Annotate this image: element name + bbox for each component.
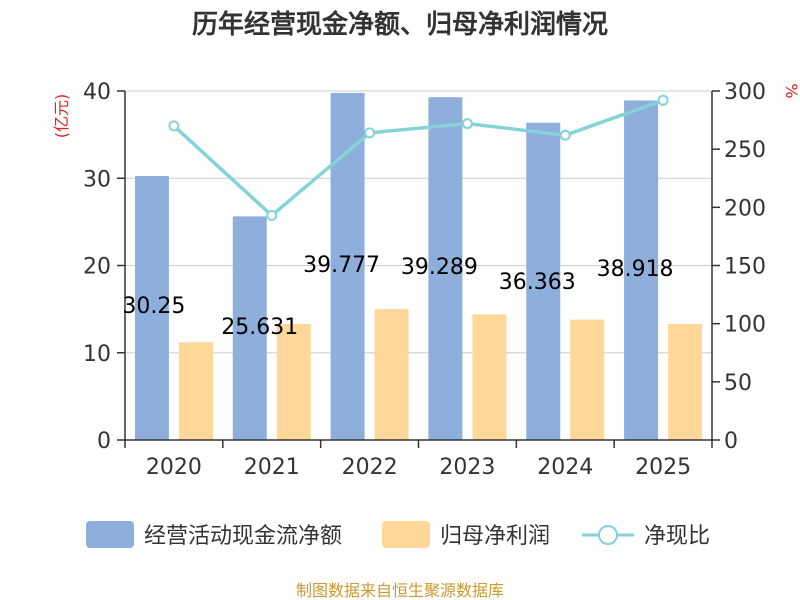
ratio-point [657,94,669,106]
cashflow-data-label: 36.363 [499,270,576,295]
bars [134,92,703,441]
y-left-tick-label: 20 [83,255,111,280]
y-right-tick-label: 150 [724,255,766,280]
cashflow-bar [428,97,463,440]
ratio-point [559,129,571,141]
ratio-point [364,127,376,139]
y-left-tick-label: 30 [83,167,111,192]
axes: 0 10 20 30 40 0 50 100 150 200 250 300 2020 2021 2022 2… [83,80,766,480]
profit-bar [570,319,605,440]
ratio-point [266,209,278,221]
profit-bar [472,314,507,440]
y-left-tick-label: 10 [83,342,111,367]
cashflow-bar [526,122,561,441]
y-right-axis-label: % [782,83,800,98]
y-right-tick-label: 50 [724,371,752,396]
legend-marker-ratio [598,525,618,545]
cashflow-bar [134,176,169,440]
legend-label-ratio: 净现比 [644,524,710,549]
profit-bar [178,342,213,440]
cashflow-bar [232,216,267,440]
cashflow-data-label: 39.777 [303,253,380,278]
ratio-series-line [172,98,664,218]
cashflow-data-label: 38.918 [597,257,674,282]
y-left-tick-label: 0 [97,429,111,454]
x-tick-label: 2025 [635,455,691,480]
ratio-line [168,94,669,221]
x-tick-label: 2023 [439,455,495,480]
y-left-axis-label: (亿元) [52,94,71,139]
source-note: 制图数据来自恒生聚源数据库 [296,581,504,600]
x-tick-label: 2022 [342,455,398,480]
x-tick-label: 2024 [537,455,593,480]
profit-bar [668,323,703,440]
y-right-tick-label: 250 [724,138,766,163]
y-right-tick-label: 0 [724,429,738,454]
cashflow-data-label: 25.631 [221,315,298,340]
legend-label-profit: 归母净利润 [440,524,550,549]
cashflow-bar [624,100,659,440]
y-right-tick-label: 300 [724,80,766,105]
x-tick-label: 2020 [146,455,202,480]
data-labels: 30.25 25.631 39.777 39.289 36.363 38.918 [122,253,673,340]
y-left-tick-label: 40 [83,80,111,105]
cashflow-data-label: 39.289 [401,255,478,280]
chart-title: 历年经营现金净额、归母净利润情况 [192,9,608,40]
cashflow-data-label: 30.25 [122,294,185,319]
ratio-point [168,120,180,132]
profit-bar [276,323,311,440]
legend-swatch-profit [382,521,430,548]
y-right-tick-label: 100 [724,313,766,338]
legend: 经营活动现金流净额 归母净利润 净现比 [86,521,710,549]
legend-swatch-cashflow [86,521,134,548]
x-tick-label: 2021 [244,455,300,480]
ratio-point [461,118,473,130]
profit-bar [374,309,409,440]
legend-label-cashflow: 经营活动现金流净额 [144,524,342,549]
y-right-tick-label: 200 [724,196,766,221]
